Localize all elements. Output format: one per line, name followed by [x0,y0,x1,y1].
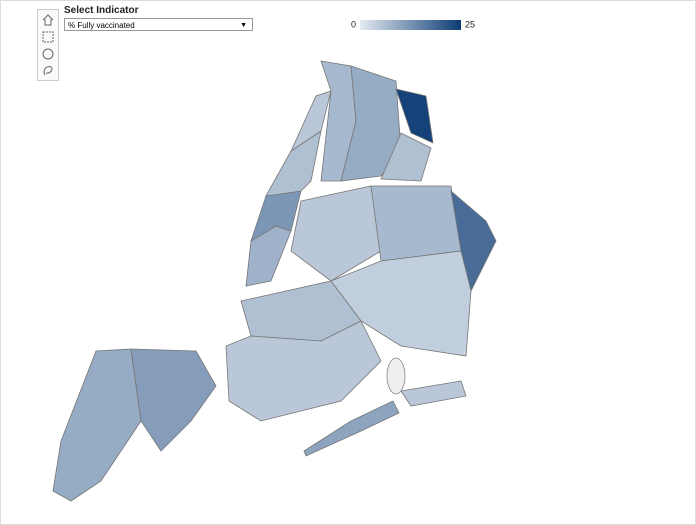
map-region[interactable] [265,130,322,197]
rect-select-button[interactable] [41,30,55,44]
legend-max: 25 [465,19,475,29]
map-region[interactable] [303,400,400,457]
map-region[interactable] [250,190,302,242]
legend-min: 0 [351,19,356,29]
indicator-dropdown[interactable]: % Fully vaccinated ▼ [64,18,253,31]
airport-area [386,357,406,395]
lasso-select-button[interactable] [41,64,55,78]
map-region[interactable] [320,60,357,182]
map-toolbar [37,9,59,81]
map-region[interactable] [380,132,432,182]
map-region[interactable] [225,320,382,422]
map-region[interactable] [52,348,142,502]
legend-gradient [360,20,461,30]
map-region[interactable] [130,348,217,452]
map-region[interactable] [450,189,497,293]
map-region[interactable] [400,380,467,407]
dropdown-arrow: ▼ [240,22,247,29]
map-region[interactable] [370,185,462,262]
map-region[interactable] [290,90,332,153]
radial-select-button[interactable] [41,47,55,61]
dropdown-value: % Fully vaccinated [68,21,135,30]
map-region[interactable] [245,225,292,287]
home-button[interactable] [41,13,55,27]
map-region[interactable] [330,250,472,357]
map-region[interactable] [240,280,362,342]
map-region[interactable] [340,65,402,182]
indicator-title: Select Indicator [64,5,139,16]
map-region[interactable] [290,185,382,282]
map-region[interactable] [395,88,434,144]
